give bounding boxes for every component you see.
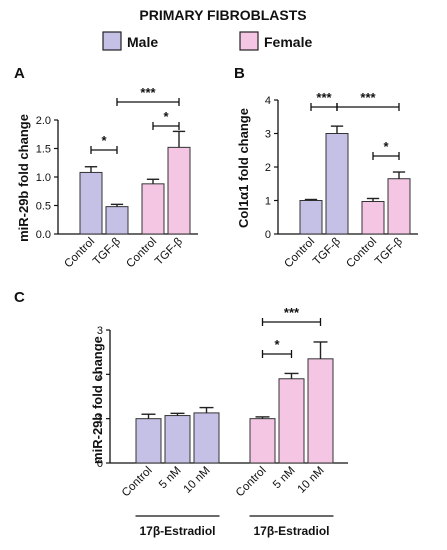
panel-a-category-label: Control	[124, 236, 159, 271]
panel-b-y-tick-label: 2	[265, 162, 271, 174]
panel-c-category-label: Control	[120, 465, 155, 500]
panel-b-y-tick-label: 1	[265, 196, 271, 208]
panel-a-category-label: TGF-β	[91, 235, 123, 267]
panel-c-y-axis-label: miR-29b fold change	[90, 336, 105, 464]
panel-b-significance-label: ***	[316, 90, 332, 105]
panel-a-bar	[79, 171, 103, 235]
panel-a-bar	[105, 206, 129, 235]
panel-b-bar	[387, 178, 411, 235]
panel-b-category-label: TGF-β	[373, 235, 405, 267]
panel-a-significance-label: *	[163, 109, 169, 124]
panel-c-bar	[249, 418, 276, 464]
panel-a-category-label: Control	[62, 236, 97, 271]
panel-b-y-tick-label: 4	[265, 95, 271, 107]
panel-b-bar	[325, 133, 349, 235]
panel-c-y-tick-label: 2	[97, 369, 103, 381]
panel-c-y-tick-label: 1	[97, 414, 103, 426]
legend: Male Female	[102, 31, 312, 51]
panel-a-bar	[167, 146, 191, 235]
panel-a-letter: A	[14, 65, 25, 82]
panel-a-y-tick-label: 2.0	[36, 115, 51, 127]
panel-c-group-label: 17β-Estradiol	[139, 524, 215, 538]
panel-a-significance-label: ***	[140, 85, 156, 100]
legend-label-female: Female	[264, 34, 312, 50]
panel-c-bar	[193, 412, 220, 464]
panel-c-bar	[307, 358, 334, 464]
panel-c-significance-label: ***	[284, 305, 300, 320]
panel-c-category-label: 5 nM	[157, 465, 184, 492]
panel-c-group-label: 17β-Estradiol	[253, 524, 329, 538]
panel-b-significance-label: *	[383, 139, 389, 154]
figure-title: PRIMARY FIBROBLASTS	[139, 7, 306, 23]
panel-c-y-tick-label: 0	[97, 458, 103, 470]
panel-b-significance-label: ***	[360, 90, 376, 105]
panel-a-y-tick-label: 1.5	[36, 144, 51, 156]
panel-b-y-tick-label: 3	[265, 129, 271, 141]
panel-c-letter: C	[14, 289, 25, 306]
panel-b-y-axis-label: Col1α1 fold change	[236, 108, 251, 228]
panel-c-significance-label: *	[274, 337, 280, 352]
panel-b-category-label: Control	[282, 236, 317, 271]
panel-c-category-label: Control	[234, 465, 269, 500]
panel-c-category-label: 10 nM	[296, 465, 327, 496]
legend-swatch-female	[239, 31, 259, 51]
panel-b-letter: B	[234, 65, 245, 82]
panel-a-significance-label: *	[101, 133, 107, 148]
panel-b-bar	[299, 200, 323, 235]
panel-c-bar	[278, 378, 305, 464]
panel-a-y-tick-label: 0.5	[36, 201, 51, 213]
panel-c-bar	[135, 418, 162, 464]
panel-b-category-label: TGF-β	[311, 235, 343, 267]
panel-a-y-axis-label: miR-29b fold change	[16, 114, 31, 242]
panel-b-y-tick-label: 0	[265, 229, 271, 241]
panel-c-category-label: 10 nM	[182, 465, 213, 496]
panel-a-category-label: TGF-β	[153, 235, 185, 267]
panel-c-bar	[164, 415, 191, 464]
panel-c-category-label: 5 nM	[271, 465, 298, 492]
panel-b-category-label: Control	[344, 236, 379, 271]
panel-a-y-tick-label: 1.0	[36, 172, 51, 184]
legend-swatch-male	[102, 31, 122, 51]
legend-label-male: Male	[127, 34, 158, 50]
panel-a-bar	[141, 183, 165, 235]
panel-c-y-tick-label: 3	[97, 325, 103, 337]
panel-a-y-tick-label: 0.0	[36, 229, 51, 241]
panel-b-bar	[361, 201, 385, 235]
